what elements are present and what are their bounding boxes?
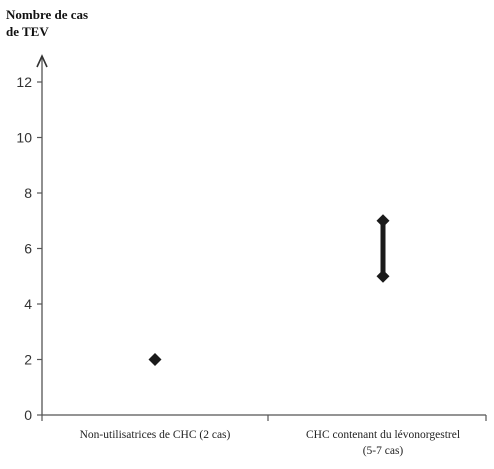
x-ticks — [41, 415, 487, 421]
category-label: CHC contenant du lévonorgestrel — [306, 429, 460, 441]
y-axis-title: Nombre de cas de TEV — [6, 7, 88, 39]
y-axis-arrow — [36, 54, 48, 68]
category-label: Non-utilisatrices de CHC (2 cas) — [80, 429, 231, 441]
y-axis-title-line-1: Nombre de cas — [6, 7, 88, 22]
category-label: (5-7 cas) — [363, 445, 404, 457]
y-tick-label: 2 — [24, 352, 32, 368]
y-tick-label: 6 — [24, 241, 32, 257]
y-tick-label: 8 — [24, 185, 32, 201]
data-point-marker — [376, 214, 390, 228]
data-point-marker — [148, 353, 162, 366]
y-ticks: 0 2 4 6 8 10 12 — [16, 74, 42, 423]
y-axis-title-line-2: de TEV — [6, 24, 49, 39]
data-point-marker — [376, 269, 390, 283]
y-tick-label: 0 — [24, 407, 32, 423]
y-tick-label: 12 — [16, 74, 32, 90]
y-tick-label: 10 — [16, 130, 32, 146]
category-labels: Non-utilisatrices de CHC (2 cas) CHC cont… — [80, 429, 460, 457]
data-points — [148, 214, 390, 366]
y-tick-label: 4 — [24, 296, 32, 312]
